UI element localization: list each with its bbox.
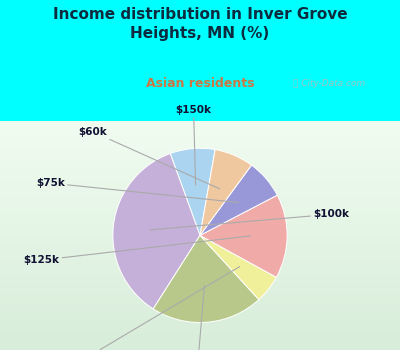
Bar [0, 299, 400, 301]
Bar [0, 201, 400, 204]
Bar [0, 284, 400, 287]
Bar [0, 241, 400, 244]
Bar [0, 204, 400, 207]
Bar [0, 215, 400, 218]
Bar [0, 207, 400, 210]
Bar [0, 235, 400, 238]
Text: $75k: $75k [36, 178, 238, 203]
Bar [0, 273, 400, 275]
Bar [0, 181, 400, 184]
Bar [0, 281, 400, 284]
Bar [0, 244, 400, 247]
Text: $60k: $60k [78, 127, 220, 189]
Bar [0, 195, 400, 198]
Bar [0, 161, 400, 164]
Text: > $200k: > $200k [173, 286, 222, 350]
Wedge shape [200, 235, 276, 300]
Bar [0, 164, 400, 167]
Bar [0, 230, 400, 232]
Bar [0, 338, 400, 341]
Bar [0, 238, 400, 241]
Text: $150k: $150k [176, 105, 212, 185]
Bar [0, 158, 400, 161]
Bar [0, 290, 400, 293]
Bar [0, 278, 400, 281]
Bar [0, 341, 400, 344]
Bar [0, 267, 400, 270]
Bar [0, 232, 400, 235]
Bar [0, 316, 400, 318]
Bar [0, 147, 400, 149]
Bar [0, 330, 400, 333]
Bar [0, 175, 400, 178]
Bar [0, 190, 400, 193]
Bar [0, 247, 400, 250]
Wedge shape [200, 195, 287, 277]
Bar [0, 193, 400, 195]
Bar [0, 169, 400, 172]
Bar [0, 250, 400, 253]
Bar [0, 347, 400, 350]
Bar [0, 149, 400, 152]
Bar [0, 167, 400, 169]
Text: Income distribution in Inver Grove
Heights, MN (%): Income distribution in Inver Grove Heigh… [53, 7, 347, 41]
Bar [0, 132, 400, 135]
Bar [0, 224, 400, 227]
Bar [0, 218, 400, 221]
Bar [0, 187, 400, 190]
Bar [0, 210, 400, 212]
Bar [0, 178, 400, 181]
Bar [0, 126, 400, 130]
Bar [0, 344, 400, 347]
Bar [0, 293, 400, 295]
Text: Asian residents: Asian residents [146, 77, 254, 90]
Bar [0, 152, 400, 155]
Bar [0, 264, 400, 267]
Bar [0, 287, 400, 290]
Bar [0, 258, 400, 261]
Bar [0, 135, 400, 138]
Bar [0, 138, 400, 141]
Bar [0, 256, 400, 258]
Text: $200k: $200k [69, 267, 240, 350]
Bar [0, 270, 400, 273]
Bar [0, 121, 400, 124]
Bar [0, 318, 400, 321]
Bar [0, 313, 400, 316]
Bar [0, 321, 400, 324]
Bar [0, 333, 400, 336]
Bar [0, 295, 400, 299]
Bar [0, 198, 400, 201]
Bar [0, 124, 400, 126]
Bar [0, 141, 400, 144]
Bar [0, 324, 400, 327]
Text: ⓘ City-Data.com: ⓘ City-Data.com [293, 79, 365, 89]
Text: $100k: $100k [150, 209, 349, 230]
Bar [0, 130, 400, 132]
Bar [0, 221, 400, 224]
Bar [0, 304, 400, 307]
Wedge shape [200, 165, 277, 235]
Bar [0, 253, 400, 256]
Bar [0, 261, 400, 264]
Bar [0, 310, 400, 313]
Bar [0, 307, 400, 310]
Bar [0, 336, 400, 338]
Bar [0, 275, 400, 278]
Bar [0, 184, 400, 187]
Wedge shape [113, 154, 200, 309]
Bar [0, 144, 400, 147]
Bar [0, 227, 400, 230]
Wedge shape [153, 235, 259, 322]
Bar [0, 327, 400, 330]
Bar [0, 155, 400, 158]
Bar [0, 172, 400, 175]
Wedge shape [170, 148, 215, 235]
Bar [0, 301, 400, 304]
Wedge shape [200, 149, 252, 235]
Bar [0, 212, 400, 215]
Text: $125k: $125k [23, 236, 250, 265]
